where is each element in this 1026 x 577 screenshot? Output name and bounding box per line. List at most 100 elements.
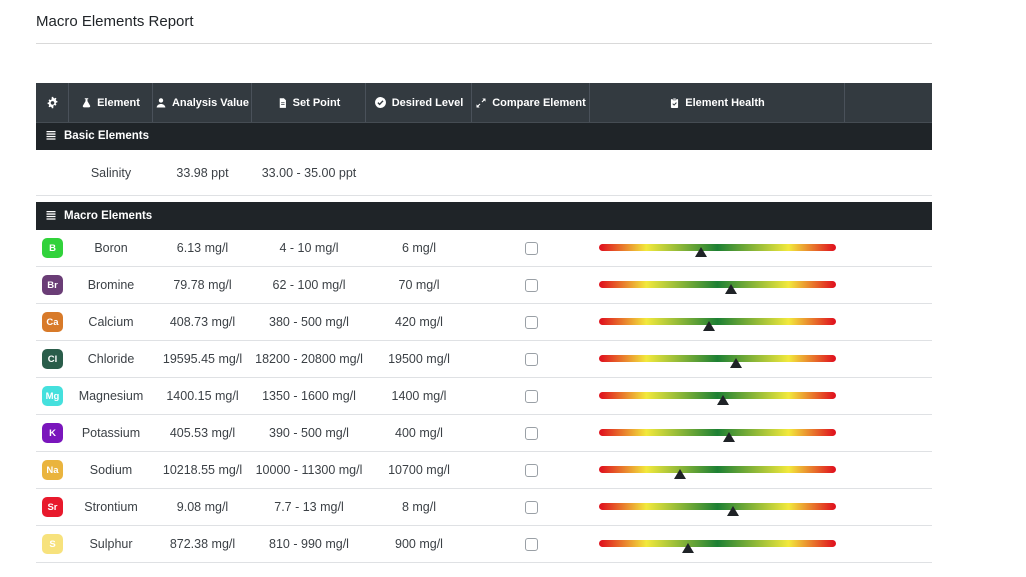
- flask-icon: [81, 97, 92, 109]
- report-container: Macro Elements Report Element Analysis V…: [36, 0, 932, 563]
- desired-level: 6 mg/l: [401, 241, 437, 255]
- compare-element-checkbox[interactable]: [524, 500, 538, 514]
- set-point: 62 - 100 mg/l: [272, 278, 346, 292]
- check-circle-icon: [374, 96, 387, 109]
- column-header-compare-element: Compare Element: [472, 83, 590, 122]
- element-symbol-badge: Ca: [42, 312, 63, 332]
- column-header-label: Analysis Value: [171, 96, 250, 109]
- section-title: Basic Elements: [64, 130, 150, 142]
- element-name: Calcium: [88, 315, 134, 329]
- analysis-value: 79.78 mg/l: [173, 278, 232, 292]
- desired-level: 70 mg/l: [398, 278, 440, 292]
- health-gradient-bar: [599, 354, 836, 362]
- empty-cell: [845, 304, 932, 340]
- compare-element-checkbox[interactable]: [524, 278, 538, 292]
- element-symbol-badge: Na: [42, 460, 63, 480]
- health-marker-triangle: [724, 283, 737, 294]
- empty-cell: [845, 267, 932, 303]
- health-gradient-bar: [599, 539, 836, 547]
- health-marker-triangle: [726, 505, 739, 516]
- health-marker-triangle: [681, 542, 694, 553]
- column-header-settings[interactable]: [36, 83, 69, 122]
- element-symbol-badge: Mg: [42, 386, 63, 406]
- table-row: B Boron 6.13 mg/l 4 - 10 mg/l 6 mg/l: [36, 230, 932, 267]
- element-symbol-badge: S: [42, 534, 63, 554]
- desired-level: 420 mg/l: [395, 315, 443, 329]
- page-title: Macro Elements Report: [36, 0, 932, 44]
- table-row: Sr Strontium 9.08 mg/l 7.7 - 13 mg/l 8 m…: [36, 489, 932, 526]
- compare-element-checkbox[interactable]: [524, 537, 538, 551]
- element-name: Strontium: [84, 500, 138, 514]
- set-point: 1350 - 1600 mg/l: [262, 389, 356, 403]
- section-header: Basic Elements: [36, 122, 932, 150]
- clipboard-check-icon: [669, 97, 680, 109]
- empty-cell: [845, 378, 932, 414]
- analysis-value: 10218.55 mg/l: [162, 463, 243, 477]
- column-header-desired-level: Desired Level: [366, 83, 472, 122]
- compare-element-checkbox[interactable]: [524, 463, 538, 477]
- health-gradient-bar: [599, 243, 836, 251]
- health-gradient-bar: [599, 428, 836, 436]
- element-health-bar: [599, 314, 836, 331]
- column-header-set-point: Set Point: [252, 83, 366, 122]
- element-name: Bromine: [87, 278, 135, 292]
- list-icon: [45, 129, 57, 144]
- column-header-label: Element: [97, 96, 140, 109]
- desired-level: 900 mg/l: [395, 537, 443, 551]
- set-point: 18200 - 20800 mg/l: [255, 352, 363, 366]
- health-marker-triangle: [730, 357, 743, 368]
- element-name: Sodium: [89, 463, 133, 477]
- health-marker-triangle: [694, 246, 707, 257]
- element-symbol-badge: K: [42, 423, 63, 443]
- column-header-label: Set Point: [292, 96, 341, 109]
- desired-level: 1400 mg/l: [391, 389, 447, 403]
- section-header: Macro Elements: [36, 202, 932, 230]
- health-gradient-bar: [599, 465, 836, 473]
- element-name: Sulphur: [89, 537, 133, 551]
- gear-icon[interactable]: [46, 96, 59, 109]
- compare-element-checkbox[interactable]: [524, 426, 538, 440]
- table-row: K Potassium 405.53 mg/l 390 - 500 mg/l 4…: [36, 415, 932, 452]
- analysis-value: 405.53 mg/l: [169, 426, 236, 440]
- column-header-element: Element: [69, 83, 153, 122]
- compare-element-checkbox[interactable]: [524, 315, 538, 329]
- desired-level: 19500 mg/l: [388, 352, 450, 366]
- element-health-bar: [599, 499, 836, 516]
- set-point: 7.7 - 13 mg/l: [274, 500, 344, 514]
- set-point: 380 - 500 mg/l: [269, 315, 349, 329]
- element-name: Boron: [94, 241, 128, 255]
- empty-cell: [845, 452, 932, 488]
- element-name: Magnesium: [78, 389, 144, 403]
- compare-element-checkbox[interactable]: [524, 389, 538, 403]
- table-row: Na Sodium 10218.55 mg/l 10000 - 11300 mg…: [36, 452, 932, 489]
- element-health-bar: [599, 277, 836, 294]
- analysis-value: 19595.45 mg/l: [162, 352, 243, 366]
- element-symbol-badge: Sr: [42, 497, 63, 517]
- empty-cell: [845, 526, 932, 562]
- element-name: Chloride: [87, 352, 135, 366]
- column-header-label: Desired Level: [391, 96, 464, 109]
- health-gradient-bar: [599, 502, 836, 510]
- empty-cell: [845, 230, 932, 266]
- set-point: 390 - 500 mg/l: [269, 426, 349, 440]
- compare-element-checkbox[interactable]: [524, 241, 538, 255]
- empty-cell: [845, 415, 932, 451]
- set-point: 810 - 990 mg/l: [269, 537, 349, 551]
- element-health-bar: [599, 351, 836, 368]
- element-health-bar: [599, 240, 836, 257]
- column-header-analysis-value: Analysis Value: [153, 83, 252, 122]
- analysis-value: 33.98 ppt: [176, 165, 229, 180]
- set-point: 10000 - 11300 mg/l: [255, 463, 363, 477]
- column-header-label: Compare Element: [492, 96, 586, 109]
- element-symbol-badge: Cl: [42, 349, 63, 369]
- analysis-value: 9.08 mg/l: [176, 500, 229, 514]
- table-row: Br Bromine 79.78 mg/l 62 - 100 mg/l 70 m…: [36, 267, 932, 304]
- empty-cell: [845, 489, 932, 525]
- section-title: Macro Elements: [64, 210, 153, 222]
- table-body: Basic Elements Salinity 33.98 ppt 33.00 …: [36, 122, 932, 563]
- compare-element-checkbox[interactable]: [524, 352, 538, 366]
- file-icon: [277, 97, 288, 109]
- element-health-bar: [599, 462, 836, 479]
- table-row: Mg Magnesium 1400.15 mg/l 1350 - 1600 mg…: [36, 378, 932, 415]
- element-name: Potassium: [81, 426, 141, 440]
